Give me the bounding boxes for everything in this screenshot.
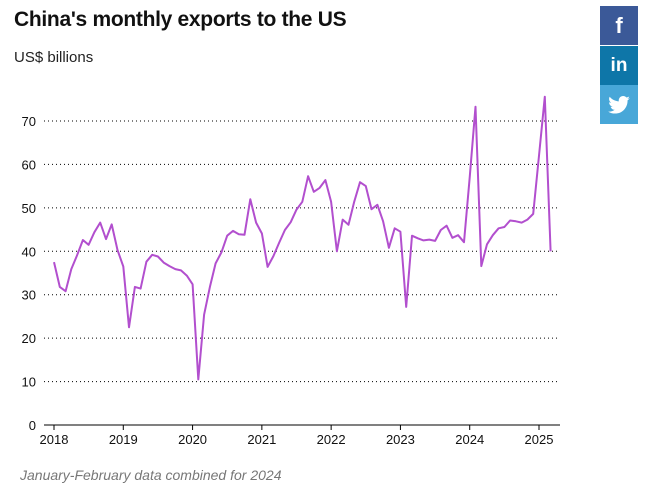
- chart-title: China's monthly exports to the US: [14, 8, 347, 31]
- chart-subtitle: US$ billions: [14, 49, 94, 66]
- y-tick-label: 30: [22, 288, 36, 303]
- x-tick-label: 2023: [386, 432, 415, 447]
- footnote: January-February data combined for 2024: [20, 467, 282, 483]
- linkedin-share-button[interactable]: in: [600, 46, 638, 85]
- y-tick-label: 70: [22, 114, 36, 129]
- y-axis-ticks: 0 10 20 30 40 50 60 70: [22, 114, 36, 433]
- facebook-share-button[interactable]: f: [600, 6, 638, 45]
- y-tick-label: 50: [22, 201, 36, 216]
- x-tick-label: 2025: [525, 432, 554, 447]
- twitter-share-button[interactable]: [600, 85, 638, 124]
- twitter-bird-icon: [608, 95, 630, 114]
- x-tick-label: 2021: [247, 432, 276, 447]
- y-tick-label: 20: [22, 331, 36, 346]
- y-tick-label: 60: [22, 157, 36, 172]
- x-tick-label: 2024: [455, 432, 484, 447]
- gridlines: [44, 120, 560, 383]
- x-tick-label: 2020: [178, 432, 207, 447]
- x-tick-label: 2022: [317, 432, 346, 447]
- linkedin-icon: in: [610, 54, 628, 76]
- series-line: [53, 95, 552, 381]
- x-tick-label: 2018: [40, 432, 69, 447]
- y-tick-label: 10: [22, 375, 36, 390]
- facebook-icon: f: [615, 12, 623, 38]
- y-tick-label: 40: [22, 244, 36, 259]
- x-axis-ticks: 2018 2019 2020 2021 2022 2023 2024 2025: [40, 425, 554, 447]
- series-layer: [53, 95, 552, 381]
- y-tick-label: 0: [29, 418, 36, 433]
- x-tick-label: 2019: [109, 432, 138, 447]
